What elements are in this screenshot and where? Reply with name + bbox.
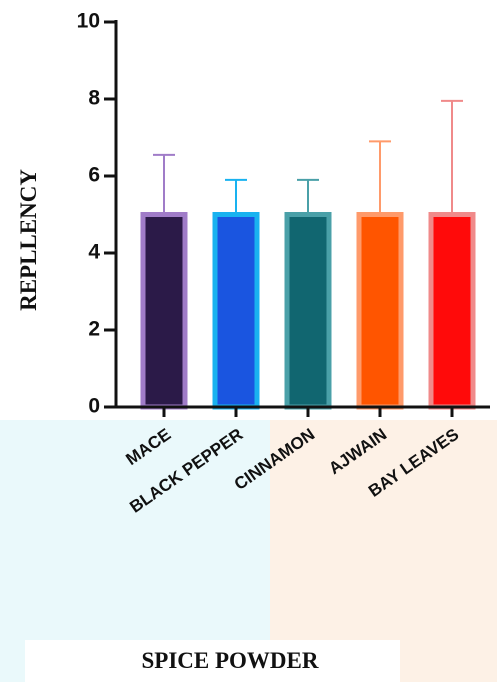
y-tick-label: 4 xyxy=(88,241,100,264)
label-box xyxy=(25,640,400,682)
bar xyxy=(284,212,332,410)
watermark-left xyxy=(0,420,270,682)
watermark-right xyxy=(270,420,497,682)
bar xyxy=(212,212,260,410)
y-tick-label: 10 xyxy=(77,10,100,33)
y-tick-label: 0 xyxy=(88,395,100,418)
y-tick-label: 2 xyxy=(88,318,100,341)
y-tick-label: 6 xyxy=(88,164,100,187)
bar xyxy=(140,212,188,410)
y-tick-label: 8 xyxy=(88,87,100,110)
x-axis-label: SPICE POWDER xyxy=(142,648,319,673)
y-axis-label: REPLLENCY xyxy=(16,169,41,311)
bar xyxy=(428,212,476,410)
bar xyxy=(356,212,404,410)
